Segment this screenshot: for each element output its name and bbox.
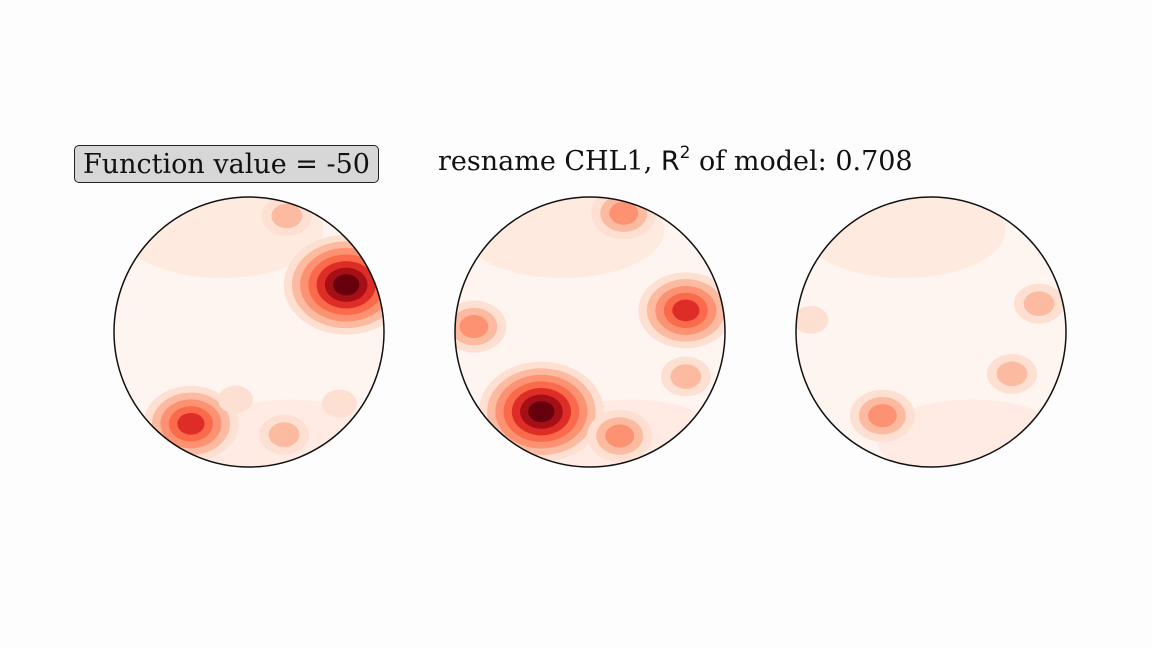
title-prefix: resname CHL1, bbox=[438, 146, 661, 177]
hotspot bbox=[849, 389, 915, 442]
contour-level-1 bbox=[321, 389, 357, 418]
hotspot bbox=[259, 414, 310, 455]
projection-panel-2 bbox=[454, 196, 726, 468]
contour-level-1 bbox=[218, 385, 253, 414]
title-suffix: of model: 0.708 bbox=[690, 146, 913, 177]
contour-level-2 bbox=[268, 422, 300, 447]
hotspot bbox=[455, 300, 507, 353]
contour-level-2 bbox=[996, 361, 1028, 387]
hotspot bbox=[796, 305, 829, 334]
hotspot bbox=[591, 197, 657, 240]
panel-outline bbox=[113, 196, 385, 468]
panel-outline bbox=[454, 196, 726, 468]
hotspot bbox=[321, 389, 357, 418]
contour-level-5 bbox=[672, 299, 700, 322]
contour-level-2 bbox=[1023, 291, 1055, 316]
title-superscript: 2 bbox=[679, 143, 691, 163]
contour-level-1 bbox=[796, 305, 829, 334]
contour-level-5 bbox=[177, 412, 205, 435]
hotspot bbox=[987, 353, 1037, 394]
function-value-box: Function value = -50 bbox=[74, 145, 379, 183]
background-patch bbox=[802, 197, 1006, 278]
hotspot bbox=[587, 409, 653, 462]
projection-panel-1 bbox=[113, 196, 385, 468]
function-value-label: Function value = -50 bbox=[83, 149, 370, 180]
contour-level-3 bbox=[459, 315, 489, 339]
hotspot bbox=[1014, 283, 1064, 324]
contour-level-7 bbox=[333, 274, 360, 296]
hotspot bbox=[478, 361, 604, 462]
hotspot bbox=[283, 234, 384, 335]
hotspot bbox=[660, 356, 711, 397]
title-r: R bbox=[660, 146, 680, 177]
projection-panel-3 bbox=[795, 196, 1067, 468]
panel-outline bbox=[795, 196, 1067, 468]
hotspot bbox=[638, 272, 725, 349]
contour-level-3 bbox=[609, 201, 639, 225]
contour-level-2 bbox=[271, 203, 303, 229]
contour-level-7 bbox=[528, 401, 555, 423]
contour-level-2 bbox=[670, 364, 702, 389]
hotspot bbox=[218, 385, 253, 414]
contour-level-3 bbox=[867, 404, 897, 428]
contour-level-3 bbox=[605, 424, 635, 448]
chart-title: resname CHL1, R2 of model: 0.708 bbox=[438, 142, 913, 182]
